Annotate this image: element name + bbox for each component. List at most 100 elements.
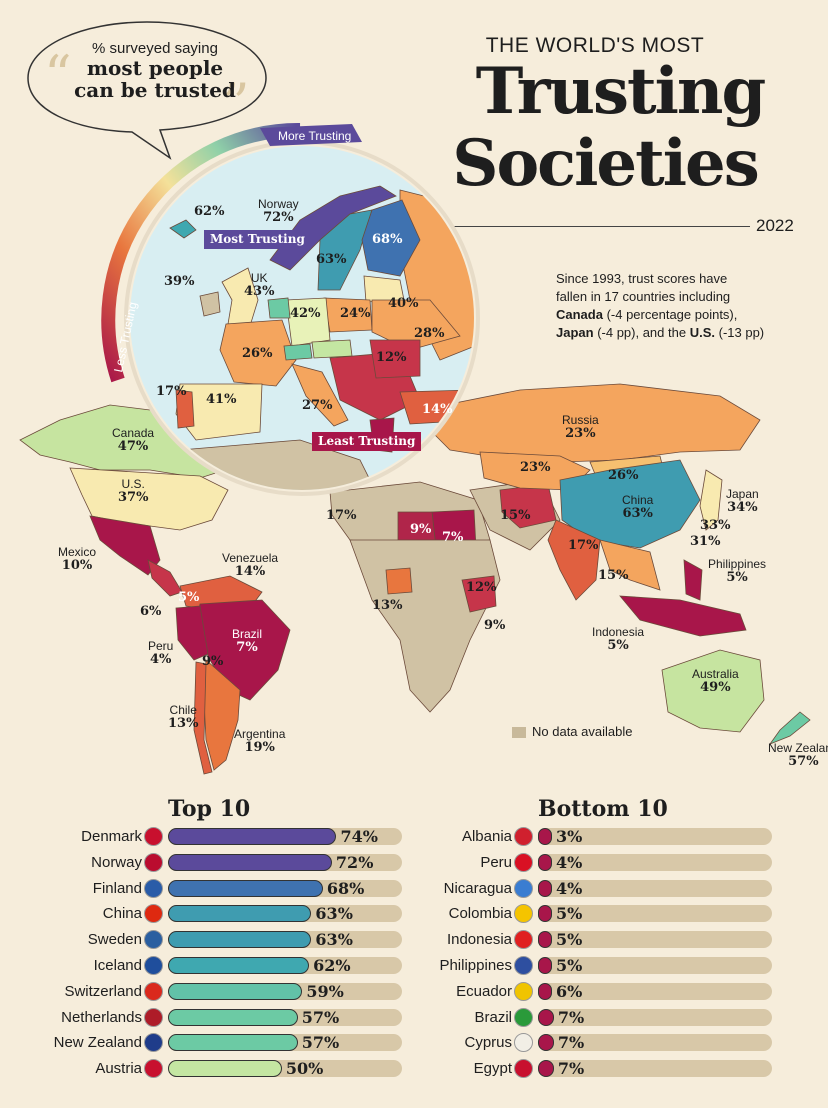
label-venezuela: Venezuela 14% <box>222 551 279 579</box>
country-name: Colombia <box>448 905 512 923</box>
inset-austria <box>311 339 353 359</box>
flag-icon <box>144 1007 163 1027</box>
label-australia: Australia 49% <box>692 667 739 695</box>
country-name: Ecuador <box>456 982 512 1000</box>
ranking-row: China 63% <box>103 901 402 927</box>
bar-value: 7% <box>557 1059 585 1079</box>
region-australia <box>661 649 765 733</box>
bar-track <box>538 879 772 897</box>
ranking-row: Albania 3% <box>462 824 772 850</box>
region-africa-south <box>349 539 501 713</box>
country-name: Cyprus <box>464 1034 512 1052</box>
flag-icon <box>514 930 533 950</box>
region-new-zealand <box>768 711 811 745</box>
region-central-america <box>147 559 183 597</box>
country-name: Sweden <box>87 931 142 949</box>
country-name: Nicaragua <box>443 879 512 897</box>
value-iran: 15% <box>500 508 531 523</box>
bar-value: 63% <box>315 930 353 950</box>
inset-germany <box>285 297 331 347</box>
value-baltics: 40% <box>388 296 419 311</box>
bubble-line1: % surveyed saying <box>92 40 218 57</box>
value-korea: 33% <box>700 518 731 533</box>
no-data-swatch <box>512 727 526 739</box>
title-line1: Trusting <box>475 54 766 129</box>
label-brazil: Brazil 7% <box>232 627 263 655</box>
title-kicker: THE WORLD'S MOST <box>485 34 705 57</box>
value-iceland: 62% <box>194 204 225 219</box>
ranking-row: Iceland 62% <box>94 953 402 979</box>
value-romania: 12% <box>376 350 407 365</box>
bar-track <box>538 853 772 871</box>
country-name: Brazil <box>474 1008 512 1026</box>
value-central-asia: 23% <box>520 460 551 475</box>
label-japan: Japan 34% <box>726 487 759 515</box>
flag-icon <box>144 930 163 950</box>
region-indonesia <box>619 595 747 637</box>
no-data-label: No data available <box>532 724 633 739</box>
country-name: Austria <box>95 1060 142 1078</box>
ranking-row: Finland 68% <box>93 876 402 902</box>
inset-belarus-ukraine <box>371 299 461 351</box>
value-ethiopia: 12% <box>466 580 497 595</box>
top10-title: Top 10 <box>168 796 251 822</box>
bar-track <box>538 1008 772 1026</box>
value-turkey: 14% <box>422 402 453 417</box>
bar-value: 3% <box>556 827 583 846</box>
inset-sweden <box>317 209 373 291</box>
ranking-row: New Zealand 57% <box>54 1030 402 1056</box>
inset-iceland <box>169 219 197 239</box>
country-name: Netherlands <box>61 1008 142 1026</box>
flag-icon <box>144 956 163 975</box>
ranking-row: Norway 72% <box>91 850 402 876</box>
country-name: Egypt <box>473 1060 512 1078</box>
value-ukraine: 28% <box>414 326 445 341</box>
value-sweden: 63% <box>316 252 347 267</box>
bar-fill <box>538 853 552 871</box>
country-name: Denmark <box>81 828 142 845</box>
note-us-rest: (-13 pp) <box>715 325 765 340</box>
inset-finland <box>361 199 421 277</box>
bar-track <box>538 1060 772 1078</box>
note-us: U.S. <box>689 325 715 340</box>
bar-value: 5% <box>556 904 583 924</box>
region-kenya <box>461 575 497 613</box>
bar-value: 50% <box>285 1059 324 1079</box>
bubble-line3: can be trusted <box>74 78 236 102</box>
inset-netherlands <box>267 297 291 319</box>
value-taiwan: 31% <box>690 534 721 549</box>
label-chile: Chile 13% <box>168 703 199 731</box>
ranking-row: Cyprus 7% <box>464 1030 772 1056</box>
flag-icon <box>144 1033 163 1053</box>
quote-close-icon: ” <box>222 72 250 135</box>
label-canada: Canada 47% <box>112 426 155 454</box>
value-portugal: 17% <box>156 384 187 399</box>
map-legend: No data available <box>512 724 632 739</box>
inset-portugal <box>175 389 195 429</box>
note-canada: Canada <box>556 307 603 322</box>
country-name: New Zealand <box>53 1034 142 1052</box>
flag-icon <box>144 981 163 1001</box>
bar-fill <box>538 982 552 1000</box>
flag-icon <box>514 981 533 1001</box>
inset-switzerland <box>283 343 313 361</box>
flag-icon <box>514 956 533 975</box>
flag-icon <box>144 827 163 846</box>
ranking-row: Egypt 7% <box>474 1056 772 1082</box>
note-line1: Since 1993, trust scores have <box>556 271 728 286</box>
ranking-row: Brazil 7% <box>474 1005 772 1031</box>
inset-italy <box>291 363 349 427</box>
inset-france <box>219 319 297 387</box>
region-russia <box>429 383 761 463</box>
flag-icon <box>514 852 533 872</box>
value-nigeria: 13% <box>372 598 403 613</box>
bar-value: 57% <box>301 1007 340 1027</box>
bar-fill <box>538 1060 554 1078</box>
flag-icon <box>514 1059 533 1079</box>
flag-icon <box>514 827 533 846</box>
bar-track <box>538 982 772 1000</box>
flag-icon <box>514 904 533 924</box>
title-line2: Societies <box>452 126 760 201</box>
bar-value: 57% <box>301 1033 340 1053</box>
country-name: Switzerland <box>64 982 142 1000</box>
